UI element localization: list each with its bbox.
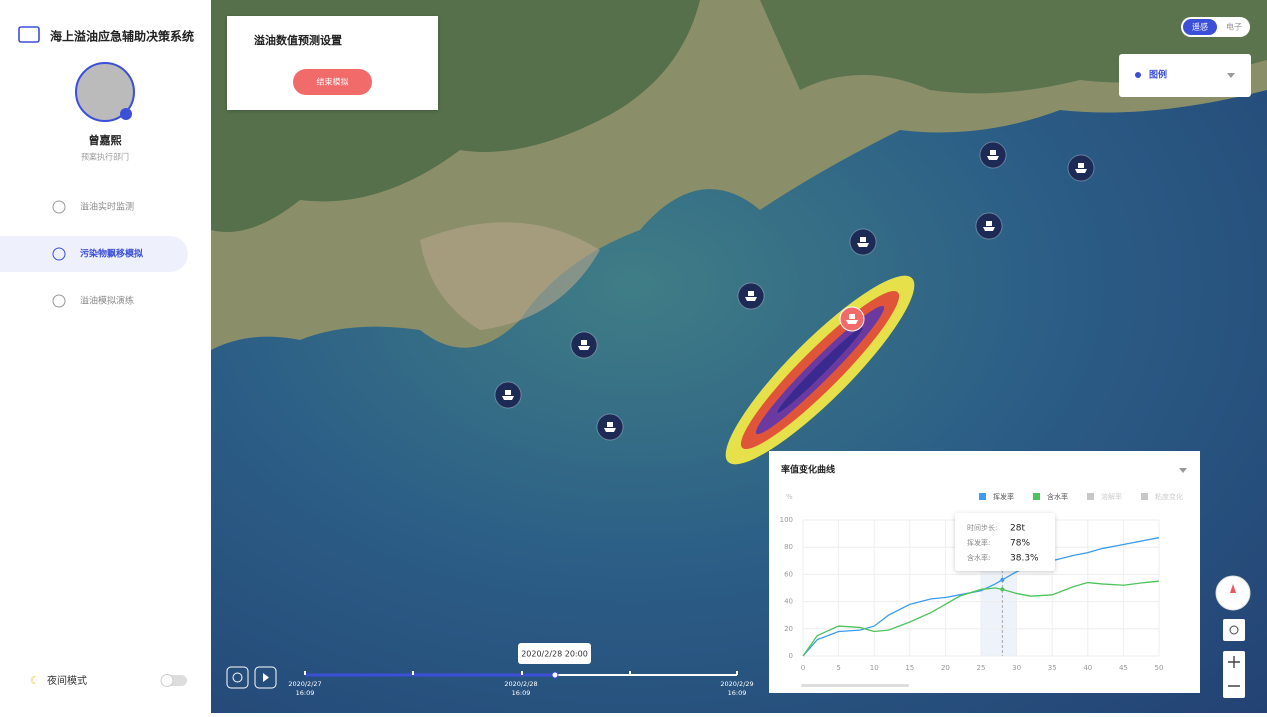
- series-line: [802, 580, 1160, 657]
- app-title: 海上溢油应急辅助决策系统: [50, 29, 194, 44]
- timeline-time: 16:09: [512, 689, 531, 697]
- timeline-current: 2020/2/28 20:00: [521, 650, 588, 659]
- y-tick-label: 20: [784, 625, 793, 633]
- timeline-handle[interactable]: [551, 671, 559, 679]
- ship-icon[interactable]: [987, 150, 999, 160]
- nav-icon[interactable]: [52, 294, 66, 308]
- settings-title: 溢油数值预测设置: [254, 33, 342, 47]
- map-estuary: [420, 222, 600, 330]
- nav-item[interactable]: 溢油实时监测: [80, 201, 134, 213]
- moon-icon: ☾: [30, 674, 40, 687]
- legend-box[interactable]: [1119, 54, 1251, 97]
- ship-icon[interactable]: [857, 237, 869, 247]
- settings-panel: [227, 16, 438, 110]
- ship-icon[interactable]: [846, 314, 858, 324]
- play-icon[interactable]: [263, 673, 269, 682]
- legend-dot: [1135, 72, 1141, 78]
- tooltip-value: 78%: [1010, 539, 1030, 549]
- legend-label[interactable]: 含水率: [1047, 492, 1068, 501]
- reset-icon[interactable]: [232, 672, 243, 683]
- y-tick-label: 100: [780, 516, 793, 524]
- ship-icon[interactable]: [578, 340, 590, 350]
- logo: [18, 26, 40, 43]
- tooltip-label: 挥发率:: [967, 538, 990, 547]
- y-unit: %: [786, 493, 793, 501]
- x-tick-label: 40: [1083, 664, 1092, 672]
- nav-item[interactable]: 溢油模拟演练: [80, 295, 134, 307]
- timeline-date: 2020/2/29: [720, 680, 753, 688]
- x-tick-label: 15: [905, 664, 914, 672]
- timeline-time: 16:09: [728, 689, 747, 697]
- reset-button[interactable]: [226, 666, 249, 689]
- legend-label[interactable]: 粘度变化: [1155, 492, 1183, 501]
- department: 预案执行部门: [81, 152, 129, 162]
- legend-label[interactable]: 挥发率: [993, 492, 1014, 501]
- chart-scrollbar[interactable]: [801, 684, 909, 687]
- x-tick-label: 45: [1119, 664, 1128, 672]
- hover-point: [1000, 577, 1005, 582]
- timeline-date: 2020/2/28: [504, 680, 537, 688]
- series-line: [802, 537, 1160, 657]
- tooltip-label: 时间步长:: [967, 523, 997, 532]
- night-mode-label: 夜间模式: [47, 674, 87, 687]
- y-tick-label: 40: [784, 598, 793, 606]
- toggle-option[interactable]: 遥感: [1192, 22, 1208, 32]
- x-tick-label: 20: [941, 664, 950, 672]
- x-tick-label: 10: [870, 664, 879, 672]
- user-name: 曾嘉熙: [89, 133, 122, 147]
- chart-caret[interactable]: [1179, 468, 1187, 473]
- nav-item[interactable]: 污染物飘移模拟: [80, 248, 143, 260]
- ship-markers: [494, 141, 1095, 441]
- nav-active-bg: [0, 236, 188, 272]
- oil-slick: [725, 275, 915, 465]
- ship-icon[interactable]: [983, 221, 995, 231]
- dropdown-caret[interactable]: [1227, 73, 1235, 78]
- ship-icon[interactable]: [502, 390, 514, 400]
- x-tick-label: 25: [977, 664, 986, 672]
- locate-icon[interactable]: [1229, 625, 1239, 635]
- legend-swatch[interactable]: [979, 493, 986, 500]
- locate-button[interactable]: [1223, 619, 1245, 641]
- ship-icon[interactable]: [604, 422, 616, 432]
- legend-swatch[interactable]: [1033, 493, 1040, 500]
- ship-icon[interactable]: [745, 291, 757, 301]
- map-toggle-active[interactable]: [1183, 19, 1217, 35]
- chart-title: 率值变化曲线: [781, 464, 835, 476]
- timeline-current-box: [518, 643, 591, 664]
- end-button-label[interactable]: 结束模拟: [317, 77, 349, 87]
- avatar-badge[interactable]: [120, 108, 132, 120]
- x-tick-label: 50: [1155, 664, 1164, 672]
- legend-title[interactable]: 图例: [1149, 69, 1167, 81]
- legend-swatch[interactable]: [1141, 493, 1148, 500]
- tooltip-value: 38.3%: [1010, 554, 1039, 564]
- timeline-date: 2020/2/27: [288, 680, 321, 688]
- x-tick-label: 5: [836, 664, 840, 672]
- legend-label[interactable]: 溶解率: [1101, 492, 1122, 501]
- play-button[interactable]: [254, 666, 277, 689]
- tooltip-value: 28t: [1010, 524, 1025, 534]
- y-tick-label: 80: [784, 543, 793, 551]
- tooltip-label: 含水率:: [967, 553, 990, 562]
- compass-needle[interactable]: [1230, 584, 1236, 593]
- night-toggle-knob[interactable]: [160, 674, 174, 687]
- toggle-option[interactable]: 电子: [1226, 22, 1242, 32]
- nav-icon[interactable]: [52, 247, 66, 261]
- avatar[interactable]: [75, 62, 135, 122]
- ship-icon[interactable]: [1075, 163, 1087, 173]
- hover-point: [1000, 587, 1005, 592]
- timeline-time: 16:09: [296, 689, 315, 697]
- x-tick-label: 0: [801, 664, 805, 672]
- tooltip: [955, 513, 1055, 571]
- x-tick-label: 30: [1012, 664, 1021, 672]
- nav-icon[interactable]: [52, 200, 66, 214]
- timeline-ticks: [304, 671, 738, 675]
- legend-swatch[interactable]: [1087, 493, 1094, 500]
- zoom-icons[interactable]: [1228, 656, 1240, 687]
- end-button[interactable]: [293, 69, 372, 95]
- x-tick-label: 35: [1048, 664, 1057, 672]
- y-tick-label: 60: [784, 570, 793, 578]
- y-tick-label: 0: [789, 652, 793, 660]
